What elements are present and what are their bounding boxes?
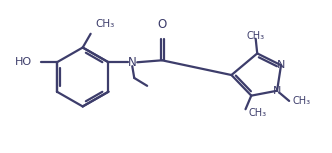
- Text: CH₃: CH₃: [248, 108, 267, 118]
- Text: N: N: [273, 86, 281, 96]
- Text: CH₃: CH₃: [247, 31, 265, 41]
- Text: HO: HO: [15, 57, 32, 67]
- Text: N: N: [128, 56, 137, 69]
- Text: N: N: [277, 60, 285, 70]
- Text: CH₃: CH₃: [292, 96, 310, 106]
- Text: O: O: [157, 18, 167, 31]
- Text: CH₃: CH₃: [96, 19, 115, 29]
